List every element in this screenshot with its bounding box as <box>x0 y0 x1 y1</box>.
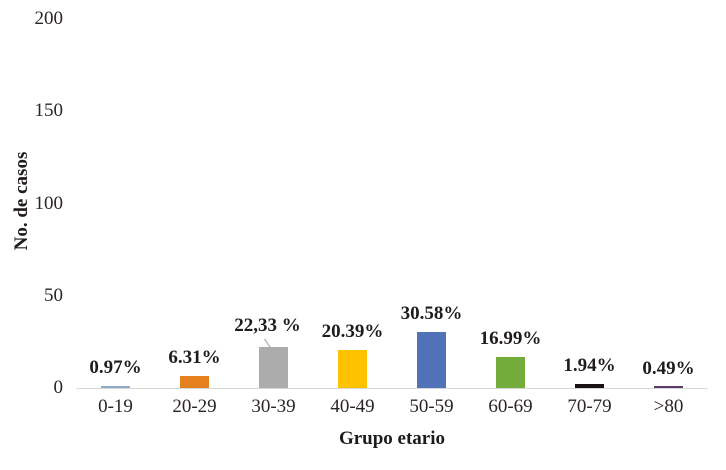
bar-50-59 <box>417 331 446 388</box>
y-tick-label-150: 150 <box>34 100 64 122</box>
x-axis-line <box>76 388 708 389</box>
bar-20-29 <box>180 376 209 388</box>
y-tick-label-100: 100 <box>34 192 64 214</box>
x-tick-label-20-29: 20-29 <box>172 396 217 417</box>
data-label-60-69: 16.99% <box>479 327 542 349</box>
x-tick-label->80: >80 <box>653 396 684 417</box>
x-tick-label-0-19: 0-19 <box>98 396 133 417</box>
bar-0-19 <box>101 386 130 388</box>
bar-30-39 <box>259 346 288 388</box>
data-label-0-19: 0.97% <box>89 357 142 379</box>
x-tick-label-30-39: 30-39 <box>251 396 296 417</box>
data-label-30-39: 22,33 % <box>234 314 301 336</box>
x-axis-title: Grupo etario <box>338 428 446 449</box>
bar-60-69 <box>496 356 525 388</box>
data-label-70-79: 1.94% <box>563 355 616 377</box>
plot-area: 0.97% 6.31% 22,33 % 20.39% 30.58% 16.99% 1.94%… <box>76 19 708 389</box>
y-tick-label-200: 200 <box>34 8 64 29</box>
bar-40-49 <box>338 350 367 388</box>
bar->80 <box>654 386 683 388</box>
y-tick-label-50: 50 <box>44 284 63 306</box>
x-tick-label-70-79: 70-79 <box>567 396 612 417</box>
x-tick-label-60-69: 60-69 <box>488 396 533 417</box>
x-tick-label-40-49: 40-49 <box>330 396 375 417</box>
data-label->80: 0.49% <box>642 358 695 380</box>
data-label-50-59: 30.58% <box>400 302 463 324</box>
y-tick-label-0: 0 <box>53 377 64 398</box>
data-label-20-29: 6.31% <box>168 347 221 369</box>
bar-70-79 <box>575 384 604 388</box>
data-label-40-49: 20.39% <box>321 321 384 343</box>
x-tick-label-50-59: 50-59 <box>409 396 454 417</box>
